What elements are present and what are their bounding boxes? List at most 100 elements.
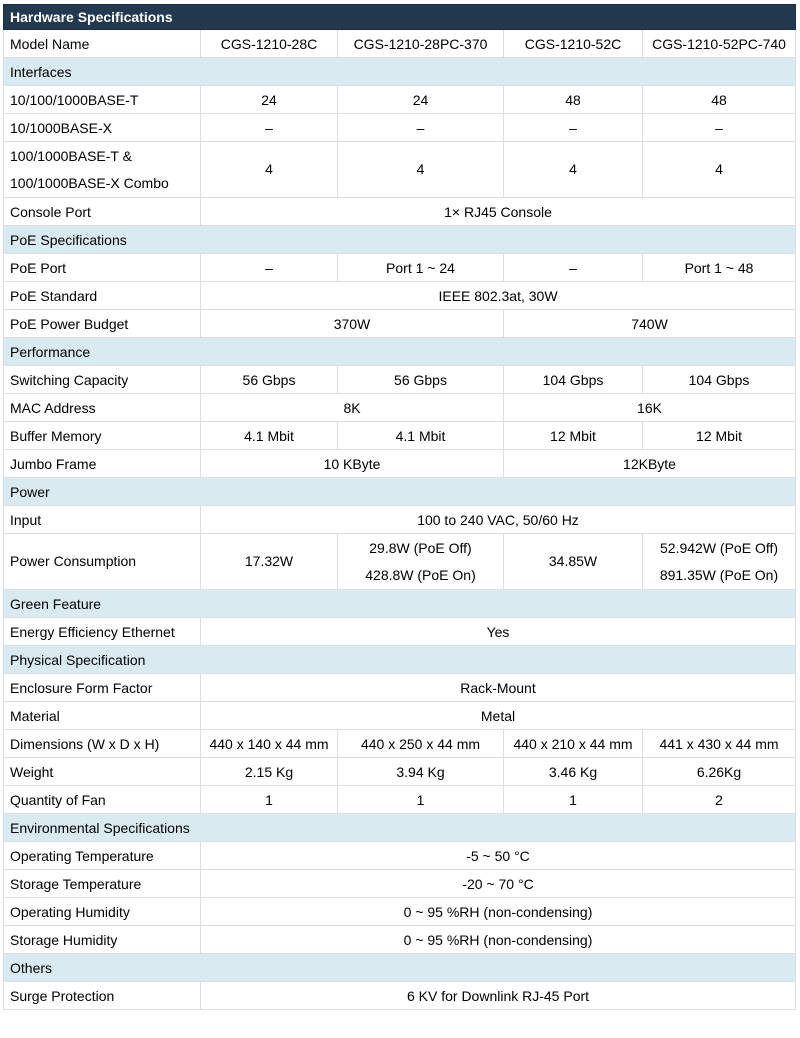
spec-label: Console Port [3,197,201,226]
spec-value: 12 Mbit [503,421,643,450]
section-title: Physical Specification [2,645,797,674]
spec-label: Surge Protection [3,981,201,1010]
spec-value: 370W [200,309,504,338]
table-row: 10/1000BASE-X – – – – [3,113,797,142]
spec-value: 104 Gbps [503,365,643,394]
spec-value: 4 [503,141,643,198]
spec-value: – [337,113,504,142]
spec-label: Quantity of Fan [3,785,201,814]
spec-value: -20 ~ 70 °C [199,869,797,898]
section-row-poe: PoE Specifications [2,225,797,254]
section-row-others: Others [2,953,797,982]
table-row: Input 100 to 240 VAC, 50/60 Hz [3,505,797,534]
spec-value: 4.1 Mbit [337,421,504,450]
table-row: PoE Power Budget 370W 740W [3,309,797,338]
table-row: Jumbo Frame 10 KByte 12KByte [3,449,797,478]
table-row: Storage Humidity 0 ~ 95 %RH (non-condens… [3,925,797,954]
table-row: Power Consumption 17.32W 29.8W (PoE Off)… [3,533,797,590]
table-row: Dimensions (W x D x H) 440 x 140 x 44 mm… [3,729,797,758]
spec-value: 24 [337,85,504,114]
spec-label: Dimensions (W x D x H) [3,729,201,758]
table-row: Material Metal [3,701,797,730]
spec-value: 3.94 Kg [337,757,504,786]
page: Hardware Specifications Model Name CGS-1… [2,4,797,1010]
spec-label: Storage Humidity [3,925,201,954]
spec-label: MAC Address [3,393,201,422]
spec-value: – [503,253,643,282]
model-name-cell: CGS-1210-28PC-370 [337,29,504,58]
table-row: Storage Temperature -20 ~ 70 °C [3,869,797,898]
spec-value: 104 Gbps [641,365,797,394]
table-title-row: Hardware Specifications [2,4,797,30]
table-row: Operating Humidity 0 ~ 95 %RH (non-conde… [3,897,797,926]
spec-value: Metal [199,701,797,730]
spec-label: Buffer Memory [3,421,201,450]
spec-value: 2 [641,785,797,814]
spec-value: 0 ~ 95 %RH (non-condensing) [199,925,797,954]
spec-value: Yes [199,617,797,646]
section-row-green-feature: Green Feature [2,589,797,618]
spec-label: Operating Humidity [3,897,201,926]
spec-label: 10/100/1000BASE-T [3,85,201,114]
spec-value: – [200,113,338,142]
section-title: Green Feature [2,589,797,618]
section-title: Power [2,477,797,506]
spec-value: 56 Gbps [337,365,504,394]
spec-value: IEEE 802.3at, 30W [199,281,797,310]
table-row: PoE Standard IEEE 802.3at, 30W [3,281,797,310]
section-title: Others [2,953,797,982]
table-row: MAC Address 8K 16K [3,393,797,422]
section-row-performance: Performance [2,337,797,366]
spec-label: Operating Temperature [3,841,201,870]
spec-value: Port 1 ~ 48 [641,253,797,282]
section-row-physical: Physical Specification [2,645,797,674]
spec-value: 8K [200,393,504,422]
spec-value: 24 [200,85,338,114]
table-row: 100/1000BASE-T & 100/1000BASE-X Combo 4 … [3,141,797,198]
spec-label: Model Name [3,29,201,58]
section-row-power: Power [2,477,797,506]
spec-value: 48 [503,85,643,114]
table-row: Quantity of Fan 1 1 1 2 [3,785,797,814]
spec-label: 10/1000BASE-X [3,113,201,142]
section-row-environmental: Environmental Specifications [2,813,797,842]
section-title: Performance [2,337,797,366]
spec-value: 12 Mbit [641,421,797,450]
spec-value: Rack-Mount [199,673,797,702]
spec-label: PoE Port [3,253,201,282]
table-row: Energy Efficiency Ethernet Yes [3,617,797,646]
table-title: Hardware Specifications [2,4,797,30]
spec-label: Switching Capacity [3,365,201,394]
spec-label: Enclosure Form Factor [3,673,201,702]
spec-value: 6 KV for Downlink RJ-45 Port [199,981,797,1010]
section-title: Environmental Specifications [2,813,797,842]
spec-value: -5 ~ 50 °C [199,841,797,870]
spec-value: 12KByte [502,449,797,478]
spec-value: 6.26Kg [641,757,797,786]
spec-value: 4.1 Mbit [200,421,338,450]
table-row: Buffer Memory 4.1 Mbit 4.1 Mbit 12 Mbit … [3,421,797,450]
spec-value: – [200,253,338,282]
spec-value: 1× RJ45 Console [199,197,797,226]
spec-value: 3.46 Kg [503,757,643,786]
section-row-interfaces: Interfaces [2,57,797,86]
spec-value: – [641,113,797,142]
spec-value: 4 [641,141,797,198]
section-title: Interfaces [2,57,797,86]
spec-label: Weight [3,757,201,786]
spec-label: 100/1000BASE-T & 100/1000BASE-X Combo [3,141,201,198]
spec-value: 100 to 240 VAC, 50/60 Hz [199,505,797,534]
spec-label: Power Consumption [3,533,201,590]
table-row: Enclosure Form Factor Rack-Mount [3,673,797,702]
table-row: Operating Temperature -5 ~ 50 °C [3,841,797,870]
spec-value: 1 [503,785,643,814]
table-row: PoE Port – Port 1 ~ 24 – Port 1 ~ 48 [3,253,797,282]
table-row: Console Port 1× RJ45 Console [3,197,797,226]
spec-value: 1 [200,785,338,814]
table-row: Switching Capacity 56 Gbps 56 Gbps 104 G… [3,365,797,394]
spec-value: 0 ~ 95 %RH (non-condensing) [199,897,797,926]
table-row: Surge Protection 6 KV for Downlink RJ-45… [3,981,797,1010]
hardware-specs-table: Hardware Specifications Model Name CGS-1… [2,4,797,1010]
spec-value: 740W [502,309,797,338]
spec-value: 1 [337,785,504,814]
